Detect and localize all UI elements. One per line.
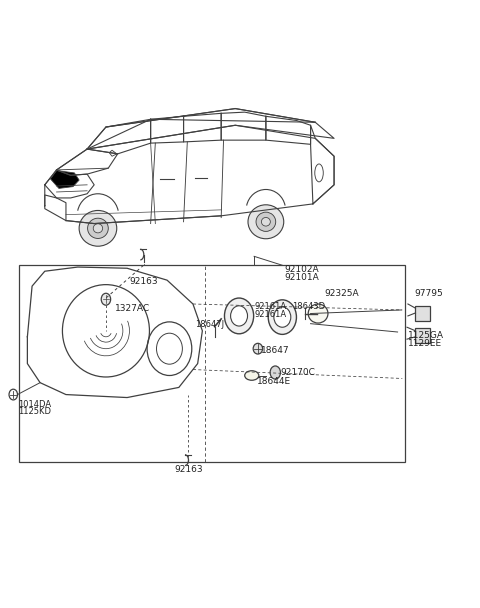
Text: 1125KD: 1125KD bbox=[18, 407, 51, 416]
Text: 92325A: 92325A bbox=[324, 289, 360, 298]
Text: 1125GA: 1125GA bbox=[408, 331, 444, 340]
Text: 92161A: 92161A bbox=[254, 302, 286, 311]
Text: 18647J: 18647J bbox=[195, 320, 225, 330]
Ellipse shape bbox=[256, 212, 276, 232]
Ellipse shape bbox=[248, 205, 284, 239]
Ellipse shape bbox=[245, 371, 259, 380]
Text: 92161A: 92161A bbox=[254, 309, 286, 319]
Ellipse shape bbox=[308, 304, 328, 323]
Bar bbox=[416, 328, 430, 343]
Text: 92163: 92163 bbox=[129, 277, 158, 286]
Bar bbox=[416, 306, 430, 320]
Circle shape bbox=[101, 293, 110, 305]
Text: 92101A: 92101A bbox=[285, 272, 319, 282]
Ellipse shape bbox=[87, 218, 108, 238]
Ellipse shape bbox=[79, 210, 117, 246]
Text: 92102A: 92102A bbox=[285, 265, 319, 274]
Text: 92170C: 92170C bbox=[280, 368, 315, 377]
Text: 1327AC: 1327AC bbox=[115, 304, 150, 313]
Ellipse shape bbox=[270, 366, 280, 379]
Text: 1014DA: 1014DA bbox=[18, 399, 51, 409]
Text: 18647: 18647 bbox=[261, 346, 290, 355]
Ellipse shape bbox=[262, 218, 270, 226]
Ellipse shape bbox=[230, 306, 248, 326]
Ellipse shape bbox=[93, 224, 103, 233]
Text: 18643D: 18643D bbox=[292, 302, 325, 311]
Text: 92163: 92163 bbox=[174, 465, 203, 474]
Ellipse shape bbox=[268, 300, 297, 334]
Text: 97795: 97795 bbox=[414, 289, 443, 298]
Ellipse shape bbox=[225, 298, 253, 334]
Ellipse shape bbox=[253, 344, 263, 354]
Text: 18644E: 18644E bbox=[256, 377, 290, 386]
Text: 1129EE: 1129EE bbox=[408, 339, 443, 348]
Bar bbox=[19, 265, 405, 462]
Circle shape bbox=[9, 389, 17, 400]
Ellipse shape bbox=[274, 307, 291, 327]
Polygon shape bbox=[50, 170, 79, 188]
